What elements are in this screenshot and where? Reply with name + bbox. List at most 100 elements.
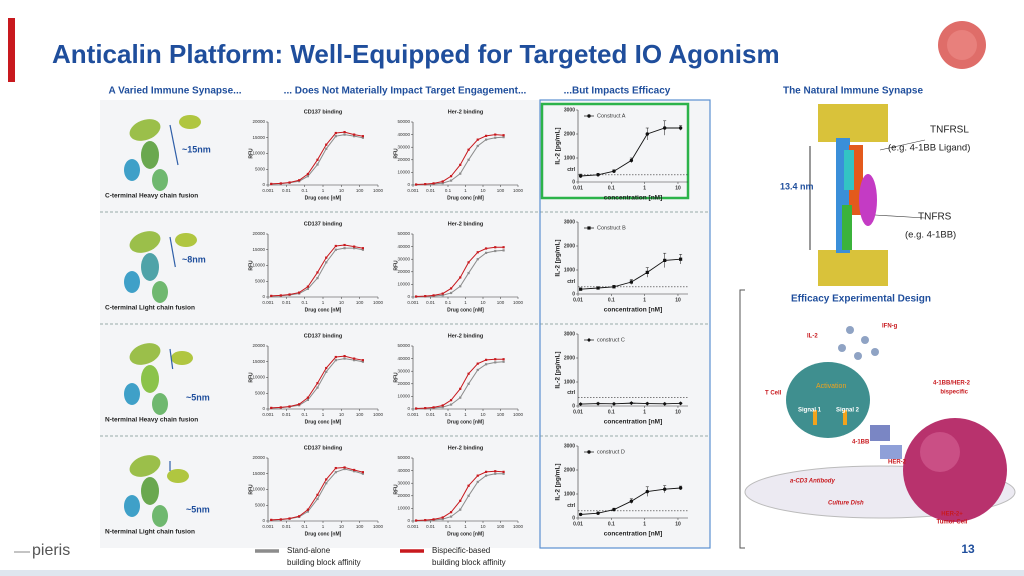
data-point: [288, 293, 291, 296]
data-point: [353, 133, 356, 136]
y-tick-label: 15000: [252, 247, 265, 252]
data-point: [316, 386, 319, 389]
data-point: [353, 135, 356, 138]
data-point: [612, 169, 616, 173]
label: 13.4 nm: [780, 181, 814, 191]
y-tick-label: 0: [572, 179, 575, 185]
domain: [124, 495, 140, 517]
size-arrow: [169, 124, 179, 166]
x-tick-label: 1000: [513, 300, 524, 305]
data-point: [629, 401, 634, 406]
x-tick-label: 0.001: [407, 300, 419, 305]
data-point: [494, 358, 497, 361]
data-point: [353, 247, 356, 250]
y-tick-label: 10000: [252, 375, 265, 380]
antibody-illustration: [124, 115, 201, 191]
data-point: [325, 147, 328, 150]
label: bispecific: [940, 390, 968, 396]
domain: [171, 351, 193, 365]
x-tick-label: 0.01: [573, 297, 583, 303]
data-point: [484, 470, 488, 473]
data-point: [306, 508, 309, 511]
chart-title: CD137 binding: [304, 221, 343, 227]
data-point: [502, 358, 505, 361]
legend-label: building block affinity: [287, 558, 361, 567]
data-point: [679, 257, 683, 261]
data-point: [494, 133, 497, 136]
data-point: [611, 401, 616, 406]
data-point: [645, 270, 649, 274]
data-point: [596, 173, 600, 177]
legend-label: Bispecific-based: [432, 546, 490, 555]
x-axis-label: concentration [nM]: [604, 307, 663, 314]
row: ~5nm N-terminal Light chain fusion CD137 b…: [105, 443, 688, 538]
data-point: [484, 247, 488, 250]
legend-label: building block affinity: [432, 558, 506, 567]
y-tick-label: 0: [572, 291, 575, 297]
y-tick-label: 3000: [564, 331, 575, 337]
data-point: [306, 172, 309, 176]
x-tick-label: 1: [322, 524, 325, 529]
ctrl-label: ctrl: [567, 390, 575, 396]
data-point: [441, 404, 444, 407]
y-tick-label: 3000: [564, 443, 575, 449]
data-point: [325, 143, 328, 146]
y-tick-label: 50000: [397, 455, 410, 460]
y-tick-label: 10000: [397, 506, 410, 511]
x-tick-label: 0.01: [282, 300, 291, 305]
label: Culture Dish: [828, 501, 864, 507]
y-axis-label: IL-2 [pg/mL]: [555, 239, 562, 276]
data-point: [678, 401, 683, 406]
label: Signal 1: [798, 408, 822, 414]
y-tick-label: 50000: [397, 119, 410, 124]
data-point: [467, 372, 470, 375]
y-tick-label: 0: [262, 406, 265, 411]
x-tick-label: 1: [464, 412, 467, 417]
x-tick-label: 0.001: [262, 188, 274, 193]
x-axis-label: concentration [nM]: [604, 419, 663, 426]
x-tick-label: 1000: [513, 412, 524, 417]
data-point: [343, 243, 346, 247]
y-axis-label: RFU: [393, 260, 399, 271]
data-point: [596, 286, 600, 290]
domain: [141, 141, 159, 169]
x-tick-label: 0.01: [282, 188, 291, 193]
data-point: [467, 382, 470, 385]
data-point: [361, 248, 364, 251]
data-point: [353, 470, 356, 473]
data-point: [325, 478, 328, 481]
label: 4-1BB: [852, 440, 870, 446]
data-point: [316, 158, 319, 161]
x-tick-label: 1: [464, 524, 467, 529]
label: TNFRSL: [930, 125, 969, 136]
data-point: [424, 295, 427, 298]
y-tick-label: 30000: [397, 480, 410, 485]
data-point: [449, 511, 453, 514]
data-point: [361, 360, 364, 363]
domain: [152, 281, 168, 303]
data-point: [325, 482, 328, 485]
construct-label: N-terminal Light chain fusion: [105, 529, 195, 536]
x-tick-label: 1000: [373, 524, 384, 529]
row: ~15nm C-terminal Heavy chain fusion CD137 …: [105, 107, 688, 202]
data-point: [306, 510, 309, 513]
data-point: [343, 357, 346, 360]
x-tick-label: 0.01: [573, 409, 583, 415]
y-tick-label: 0: [407, 182, 410, 187]
data-point: [441, 180, 444, 183]
y-tick-label: 0: [407, 518, 410, 523]
data-point: [334, 248, 337, 251]
data-point: [325, 256, 328, 259]
data-point: [476, 258, 479, 261]
y-axis-label: IL-2 [pg/mL]: [555, 351, 562, 388]
y-axis-label: IL-2 [pg/mL]: [555, 463, 562, 500]
x-tick-label: 0.01: [426, 188, 435, 193]
x-tick-label: 10: [480, 300, 486, 305]
data-point: [502, 360, 505, 363]
data-point: [645, 489, 649, 494]
data-point: [484, 474, 488, 477]
data-point: [353, 359, 356, 362]
data-point: [316, 271, 319, 274]
domain: [152, 505, 168, 527]
data-point: [316, 277, 319, 280]
